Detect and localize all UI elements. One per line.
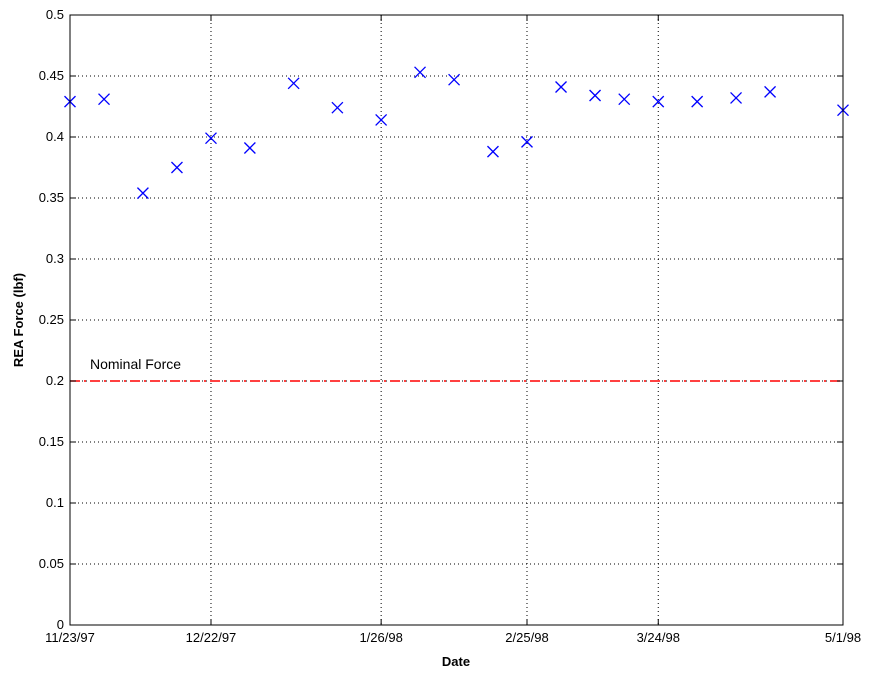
x-tick-label: 2/25/98 [505,630,548,645]
y-tick-label: 0.1 [46,495,64,510]
marker-stroke [487,145,499,158]
marker-stroke [555,81,567,93]
x-tick-label: 11/23/97 [45,630,95,645]
y-tick-label: 0.4 [46,129,64,144]
marker-stroke [691,95,704,108]
marker-stroke [521,135,533,148]
marker-stroke [170,161,183,174]
data-point-marker [589,89,602,102]
x-tick-label: 3/24/98 [637,630,680,645]
marker-stroke [448,73,461,86]
y-tick-label: 0.05 [39,556,64,571]
marker-stroke [730,92,743,104]
data-point-marker [170,161,183,174]
x-tick-label: 1/26/98 [359,630,402,645]
plot-background [70,15,843,625]
y-tick-label: 0 [57,617,64,632]
data-point-marker [205,132,217,145]
marker-stroke [414,66,426,79]
x-tick-label: 12/22/97 [186,630,237,645]
marker-stroke [331,101,344,114]
marker-stroke [764,85,777,98]
data-point-marker [691,95,704,108]
x-tick-labels: 11/23/97 12/22/97 1/26/98 2/25/98 3/24/98 5/1… [45,630,861,645]
data-point-marker [98,93,110,106]
marker-stroke [375,113,388,126]
marker-stroke [136,187,149,200]
data-point-marker [618,93,631,106]
marker-stroke [205,132,217,145]
marker-stroke [287,77,300,90]
data-point-marker [136,187,149,200]
data-point-marker [243,142,256,154]
marker-stroke [98,93,110,106]
data-point-marker [414,66,426,79]
y-tick-label: 0.3 [46,251,64,266]
y-tick-label: 0.45 [39,68,64,83]
data-point-marker [487,145,499,158]
axis-ticks [69,14,844,626]
marker-stroke [243,142,256,154]
y-tick-label: 0.5 [46,7,64,22]
data-point-marker [521,135,533,148]
y-tick-label: 0.15 [39,434,64,449]
x-axis-title: Date [442,654,470,669]
data-point-marker [555,81,567,93]
data-point-marker [375,113,388,126]
data-point-marker [287,77,300,90]
y-tick-label: 0.2 [46,373,64,388]
y-tick-label: 0.25 [39,312,64,327]
data-point-marker [448,73,461,86]
y-tick-label: 0.35 [39,190,64,205]
marker-stroke [618,93,631,106]
data-point-marker [331,101,344,114]
data-point-marker [730,92,743,104]
y-axis-title: REA Force (lbf) [11,273,26,367]
marker-stroke [589,89,602,102]
marker-stroke [652,95,665,108]
x-tick-label: 5/1/98 [825,630,861,645]
data-point-marker [764,85,777,98]
data-point-marker [652,95,665,108]
nominal-force-label: Nominal Force [90,356,181,372]
y-tick-labels: 0 0.05 0.1 0.15 0.2 0.25 0.3 0.35 0.4 0.45 0.5 [39,7,64,632]
